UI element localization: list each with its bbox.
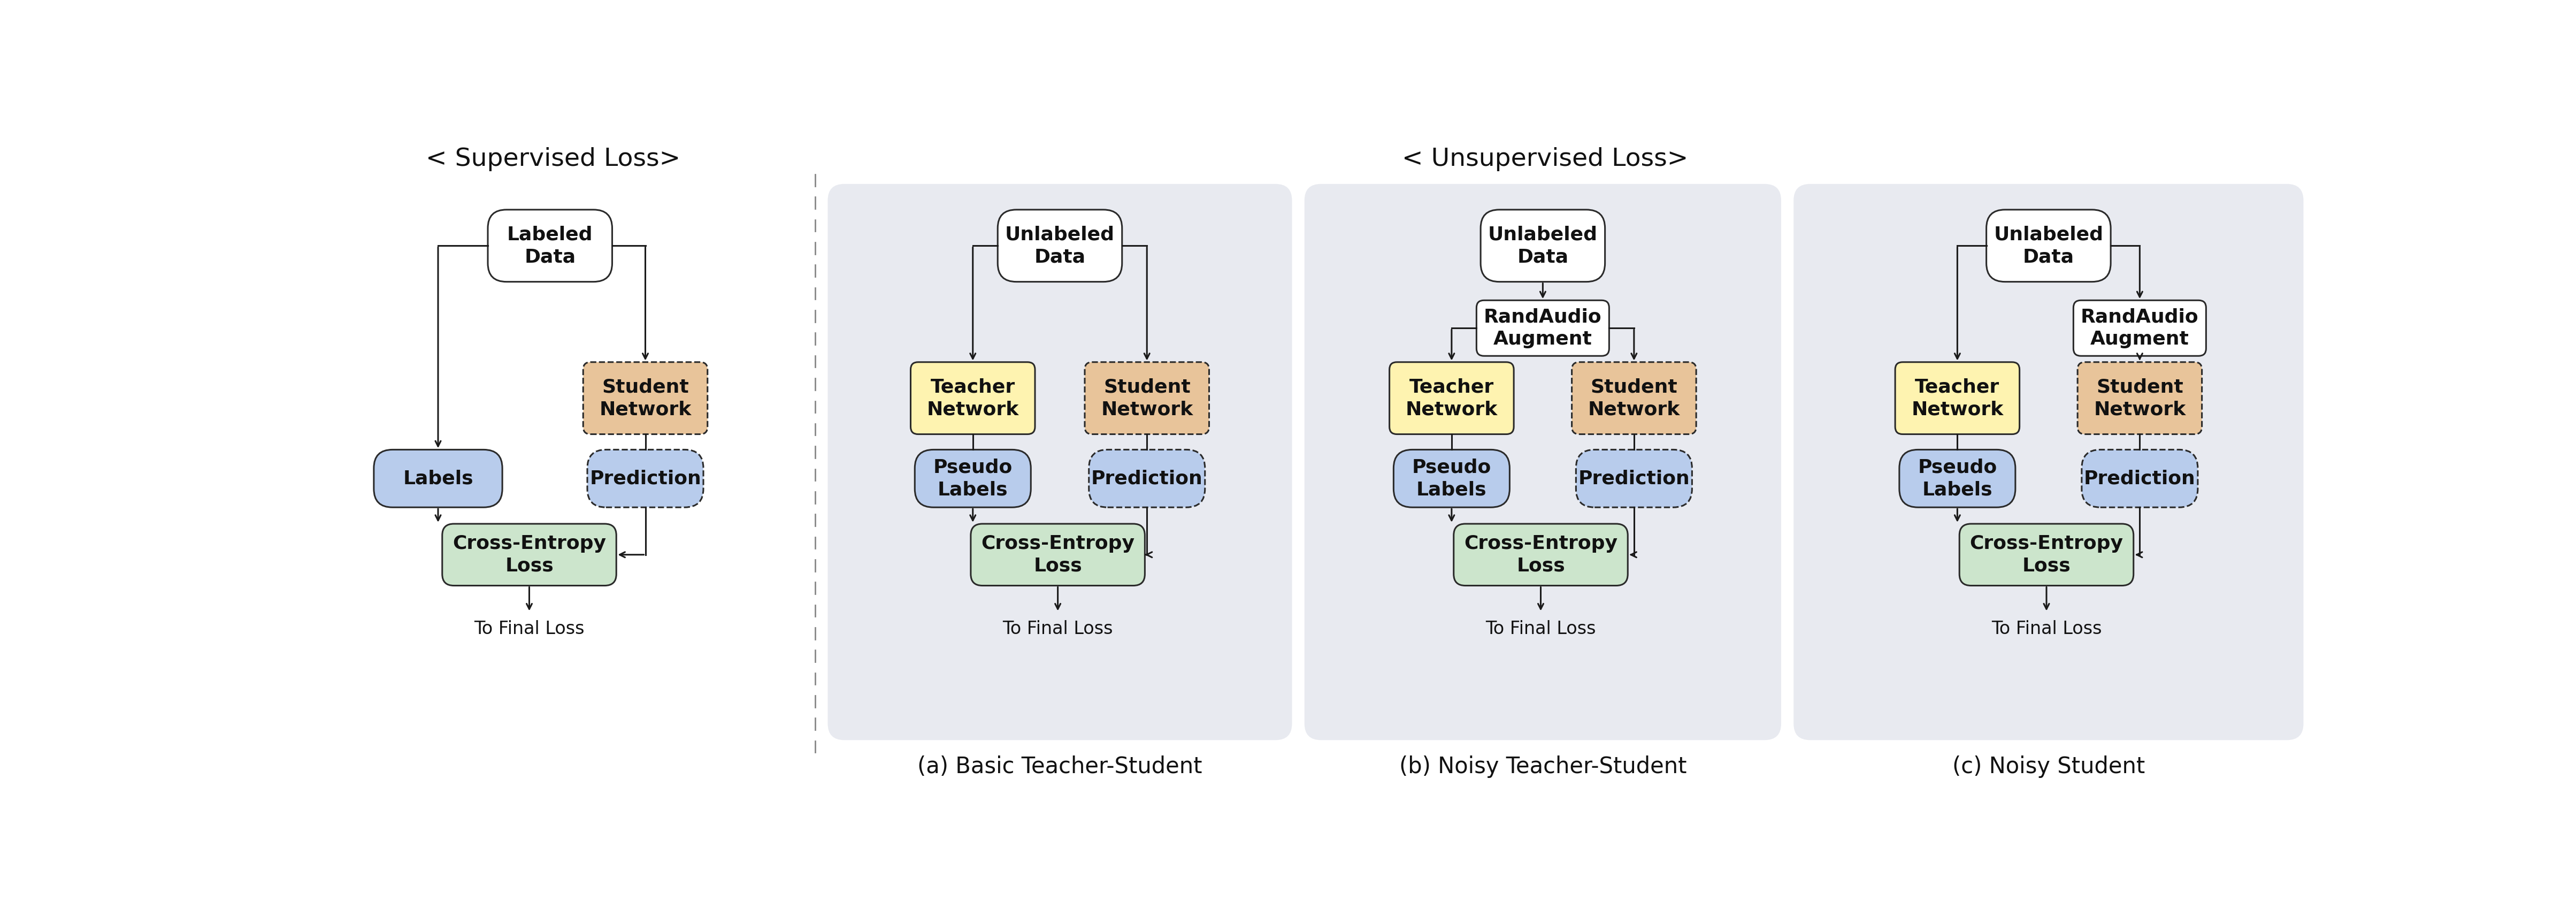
FancyBboxPatch shape [1986, 210, 2110, 282]
Text: < Unsupervised Loss>: < Unsupervised Loss> [1401, 147, 1687, 171]
Text: RandAudio
Augment: RandAudio Augment [2081, 308, 2200, 349]
FancyBboxPatch shape [1303, 184, 1780, 740]
Text: Student
Network: Student Network [2094, 378, 2187, 418]
FancyBboxPatch shape [1960, 523, 2133, 586]
FancyBboxPatch shape [1453, 523, 1628, 586]
FancyBboxPatch shape [1394, 450, 1510, 507]
FancyBboxPatch shape [443, 523, 616, 586]
FancyBboxPatch shape [1084, 362, 1208, 434]
Text: RandAudio
Augment: RandAudio Augment [1484, 308, 1602, 349]
Text: Student
Network: Student Network [1587, 378, 1680, 418]
Text: Pseudo
Labels: Pseudo Labels [1917, 458, 1996, 499]
FancyBboxPatch shape [1388, 362, 1515, 434]
Text: Pseudo
Labels: Pseudo Labels [933, 458, 1012, 499]
Text: (b) Noisy Teacher-Student: (b) Noisy Teacher-Student [1399, 756, 1687, 778]
Text: Student
Network: Student Network [600, 378, 690, 418]
Text: (c) Noisy Student: (c) Noisy Student [1953, 756, 2146, 778]
Text: To Final Loss: To Final Loss [1991, 620, 2102, 638]
Text: Unlabeled
Data: Unlabeled Data [1005, 225, 1115, 266]
Text: To Final Loss: To Final Loss [1002, 620, 1113, 638]
Text: Cross-Entropy
Loss: Cross-Entropy Loss [1463, 534, 1618, 575]
Text: Cross-Entropy
Loss: Cross-Entropy Loss [453, 534, 605, 575]
FancyBboxPatch shape [487, 210, 613, 282]
FancyBboxPatch shape [1476, 300, 1610, 356]
Text: Teacher
Network: Teacher Network [1911, 378, 2004, 418]
FancyBboxPatch shape [2074, 300, 2205, 356]
Text: To Final Loss: To Final Loss [474, 620, 585, 638]
FancyBboxPatch shape [1793, 184, 2303, 740]
Text: < Supervised Loss>: < Supervised Loss> [425, 147, 680, 171]
Text: Prediction: Prediction [1579, 469, 1690, 487]
FancyBboxPatch shape [587, 450, 703, 507]
FancyBboxPatch shape [827, 184, 1293, 740]
FancyBboxPatch shape [914, 450, 1030, 507]
FancyBboxPatch shape [1481, 210, 1605, 282]
FancyBboxPatch shape [971, 523, 1144, 586]
Text: Cross-Entropy
Loss: Cross-Entropy Loss [1971, 534, 2123, 575]
Text: Cross-Entropy
Loss: Cross-Entropy Loss [981, 534, 1133, 575]
FancyBboxPatch shape [2079, 362, 2202, 434]
FancyBboxPatch shape [912, 362, 1036, 434]
Text: To Final Loss: To Final Loss [1486, 620, 1597, 638]
Text: Unlabeled
Data: Unlabeled Data [1994, 225, 2105, 266]
FancyBboxPatch shape [374, 450, 502, 507]
FancyBboxPatch shape [1577, 450, 1692, 507]
FancyBboxPatch shape [997, 210, 1123, 282]
FancyBboxPatch shape [1896, 362, 2020, 434]
FancyBboxPatch shape [582, 362, 708, 434]
Text: Unlabeled
Data: Unlabeled Data [1489, 225, 1597, 266]
Text: Teacher
Network: Teacher Network [1406, 378, 1497, 418]
Text: (a) Basic Teacher-Student: (a) Basic Teacher-Student [917, 756, 1203, 778]
FancyBboxPatch shape [1571, 362, 1695, 434]
Text: Student
Network: Student Network [1100, 378, 1193, 418]
Text: Labeled
Data: Labeled Data [507, 225, 592, 266]
Text: Labels: Labels [402, 469, 474, 487]
FancyBboxPatch shape [2081, 450, 2197, 507]
Text: Prediction: Prediction [2084, 469, 2195, 487]
Text: Prediction: Prediction [1092, 469, 1203, 487]
FancyBboxPatch shape [1090, 450, 1206, 507]
Text: Teacher
Network: Teacher Network [927, 378, 1020, 418]
Text: Pseudo
Labels: Pseudo Labels [1412, 458, 1492, 499]
FancyBboxPatch shape [1899, 450, 2014, 507]
Text: Prediction: Prediction [590, 469, 701, 487]
